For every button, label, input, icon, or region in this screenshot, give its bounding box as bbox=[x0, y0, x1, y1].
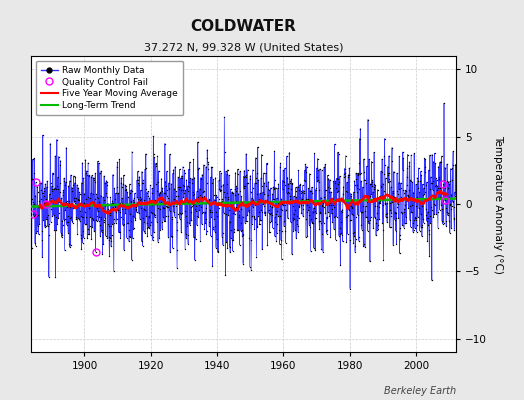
Title: COLDWATER: COLDWATER bbox=[191, 19, 297, 34]
Legend: Raw Monthly Data, Quality Control Fail, Five Year Moving Average, Long-Term Tren: Raw Monthly Data, Quality Control Fail, … bbox=[36, 60, 183, 116]
Y-axis label: Temperature Anomaly (°C): Temperature Anomaly (°C) bbox=[494, 134, 504, 274]
Text: Berkeley Earth: Berkeley Earth bbox=[384, 386, 456, 396]
Text: 37.272 N, 99.328 W (United States): 37.272 N, 99.328 W (United States) bbox=[144, 42, 343, 52]
